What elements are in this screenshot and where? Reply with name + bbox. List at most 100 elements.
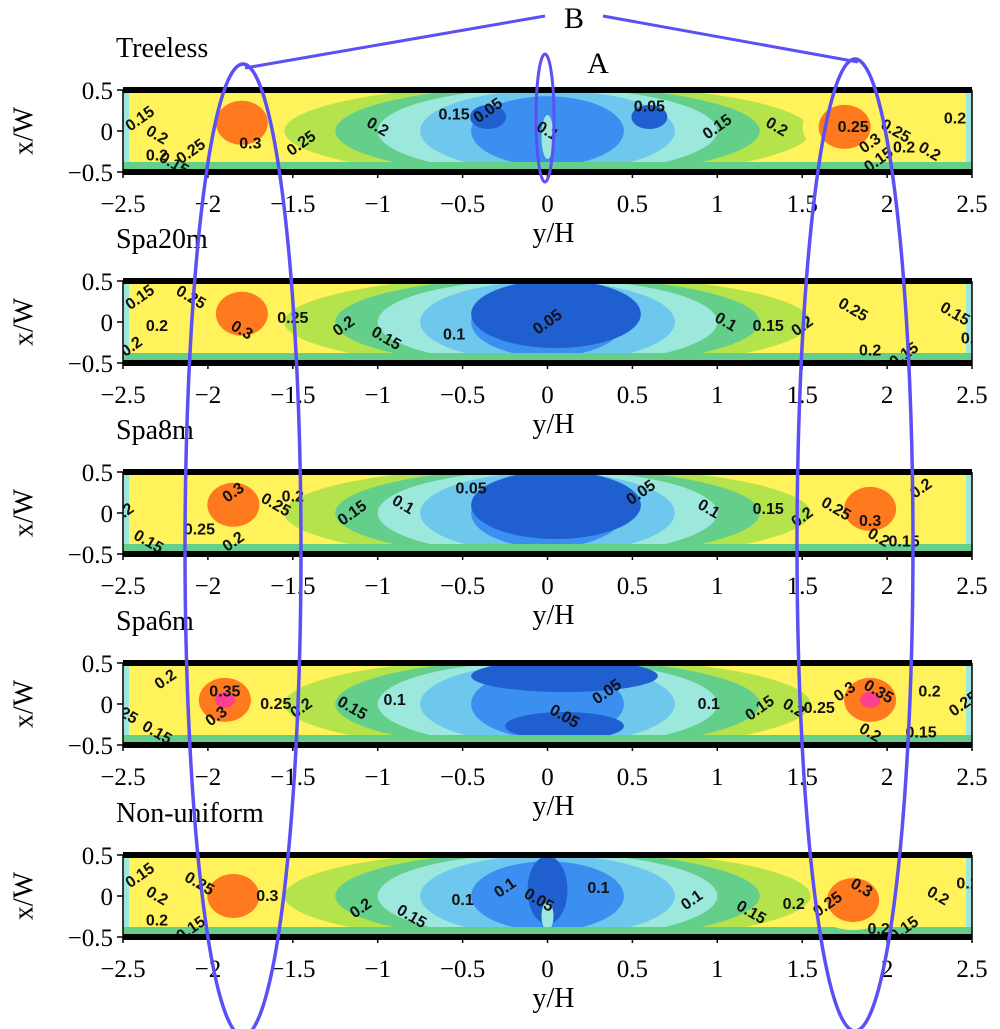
annotation-label-b: B xyxy=(564,2,584,35)
contour-core xyxy=(527,856,568,924)
contour-core xyxy=(470,105,507,129)
contour-label: 0.15 xyxy=(956,876,987,893)
x-tick-label: 2.5 xyxy=(956,956,987,983)
contour-core xyxy=(471,663,658,692)
field-edge xyxy=(123,855,129,937)
wall-top xyxy=(123,469,972,475)
contour-core xyxy=(471,281,641,348)
y-tick-label: 0 xyxy=(101,884,114,911)
x-tick-label: 2.5 xyxy=(956,764,987,791)
x-tick-label: 1.5 xyxy=(787,382,818,409)
x-tick-label: −0.5 xyxy=(440,382,485,409)
x-tick-label: −1 xyxy=(364,382,391,409)
x-tick-label: −0.5 xyxy=(440,191,485,218)
x-tick-label: 1 xyxy=(711,573,724,600)
field-edge xyxy=(123,472,129,554)
x-tick-label: −1 xyxy=(364,764,391,791)
panel-title: Spa20m xyxy=(116,224,208,255)
y-axis-label: x/W xyxy=(8,106,39,155)
x-tick-label: −1 xyxy=(364,191,391,218)
x-tick-label: −0.5 xyxy=(440,764,485,791)
x-tick-label: 0 xyxy=(541,956,554,983)
contour-panel: 0.150.20.2 0.250.150.3 0.250.2 0.15 0.050.10… xyxy=(8,33,987,249)
contour-label: 0.05 xyxy=(634,98,665,115)
field-edge xyxy=(966,90,972,172)
contour-core xyxy=(631,105,668,129)
y-tick-label: −0.5 xyxy=(68,542,113,569)
contour-label: 0.2 xyxy=(282,489,304,506)
x-tick-label: 0 xyxy=(541,573,554,600)
annotation-group: B A xyxy=(183,2,915,1029)
x-tick-label: −2.5 xyxy=(100,764,145,791)
panels-group: 0.15 0.2 0.2 0.25 0.15 0.3 0.25 0.2 0.15 0.05 0.1 0… xyxy=(8,33,987,1014)
contour-label: 0.2 xyxy=(867,921,889,938)
contour-panel: 0.15 0.250.20.20.3 0.25 0.2 0.15 0.1 0.05 0.1 0.… xyxy=(8,224,987,440)
y-tick-label: −0.5 xyxy=(68,351,113,378)
hotspot xyxy=(215,100,268,145)
contour-label: 0.35 xyxy=(209,684,240,701)
x-tick-label: 0.5 xyxy=(617,191,648,218)
x-tick-label: −1.5 xyxy=(270,956,315,983)
contour-label: 0.1 xyxy=(698,696,720,713)
y-tick-label: −0.5 xyxy=(68,160,113,187)
annotation-label-a: A xyxy=(587,47,609,80)
contour-label: 0.15 xyxy=(439,107,470,124)
field-edge xyxy=(966,663,972,745)
x-axis-label: y/H xyxy=(533,983,575,1014)
contour-label: 0.2 xyxy=(944,111,966,128)
y-axis-label: x/W xyxy=(8,871,39,920)
contour-label: 0.1 xyxy=(443,326,465,343)
contour-label: 0.2 xyxy=(783,896,805,913)
y-axis-label: x/W xyxy=(8,679,39,728)
contour-label: 0.3 xyxy=(859,513,881,530)
contour-field: 0.3 0.250.20.15 0.10.05 0.050.1 0.15 0.2 0.25 0… xyxy=(123,472,972,554)
contour-label: 0.2 xyxy=(961,330,983,347)
x-tick-label: 1.5 xyxy=(787,956,818,983)
x-tick-label: −1.5 xyxy=(270,573,315,600)
x-tick-label: 0 xyxy=(541,191,554,218)
hotspot xyxy=(207,482,260,527)
y-tick-label: 0 xyxy=(101,310,114,337)
x-tick-label: 0 xyxy=(541,382,554,409)
contour-panel: 0.150.20.2 0.150.25 0.3 0.2 0.150.1 0.1 0.05 0.… xyxy=(8,798,987,1014)
contour-label: 0.3 xyxy=(256,888,278,905)
contour-label: 0.2 xyxy=(859,343,881,360)
contour-field: 0.150.20.2 0.150.25 0.3 0.2 0.150.1 0.1 0.05 0.… xyxy=(123,855,987,938)
y-tick-label: 0 xyxy=(101,119,114,146)
x-tick-label: 2 xyxy=(881,573,894,600)
wall-top xyxy=(123,660,972,666)
x-tick-label: −1 xyxy=(364,573,391,600)
y-tick-label: 0.5 xyxy=(82,78,113,105)
y-axis-label: x/W xyxy=(8,297,39,346)
wall-top xyxy=(123,278,972,284)
contour-field: 0.15 0.250.20.20.3 0.25 0.2 0.15 0.1 0.05 0.1 0.… xyxy=(123,281,983,363)
y-tick-label: −0.5 xyxy=(68,925,113,952)
contour-core xyxy=(471,472,641,539)
x-tick-label: 1 xyxy=(711,382,724,409)
panel-title: Spa6m xyxy=(116,606,194,637)
y-tick-label: 0.5 xyxy=(82,651,113,678)
contour-panel: 0.3 0.250.20.15 0.10.05 0.050.1 0.15 0.2 0.25 0… xyxy=(8,415,987,631)
annotation-leader-b-left xyxy=(244,14,546,70)
y-tick-label: 0 xyxy=(101,692,114,719)
contour-label: 0.25 xyxy=(184,521,215,538)
contour-core xyxy=(541,902,554,930)
x-tick-label: 1 xyxy=(711,956,724,983)
contour-label: 0.1 xyxy=(587,880,609,897)
x-axis-label: y/H xyxy=(533,791,575,822)
hotspot xyxy=(827,878,880,923)
field-edge xyxy=(966,855,972,937)
field-bottom xyxy=(123,735,972,745)
x-tick-label: −0.5 xyxy=(440,573,485,600)
annotation-ellipse-a xyxy=(534,52,556,184)
x-axis-label: y/H xyxy=(533,600,575,631)
x-tick-label: −2.5 xyxy=(100,573,145,600)
x-tick-label: 0.5 xyxy=(617,382,648,409)
contour-label: 0.15 xyxy=(753,501,784,518)
x-tick-label: 0 xyxy=(541,764,554,791)
contour-label: 0.15 xyxy=(905,725,936,742)
field-edge xyxy=(123,281,129,363)
annotation-leader-b-right xyxy=(602,14,859,64)
field-bottom xyxy=(123,353,972,363)
